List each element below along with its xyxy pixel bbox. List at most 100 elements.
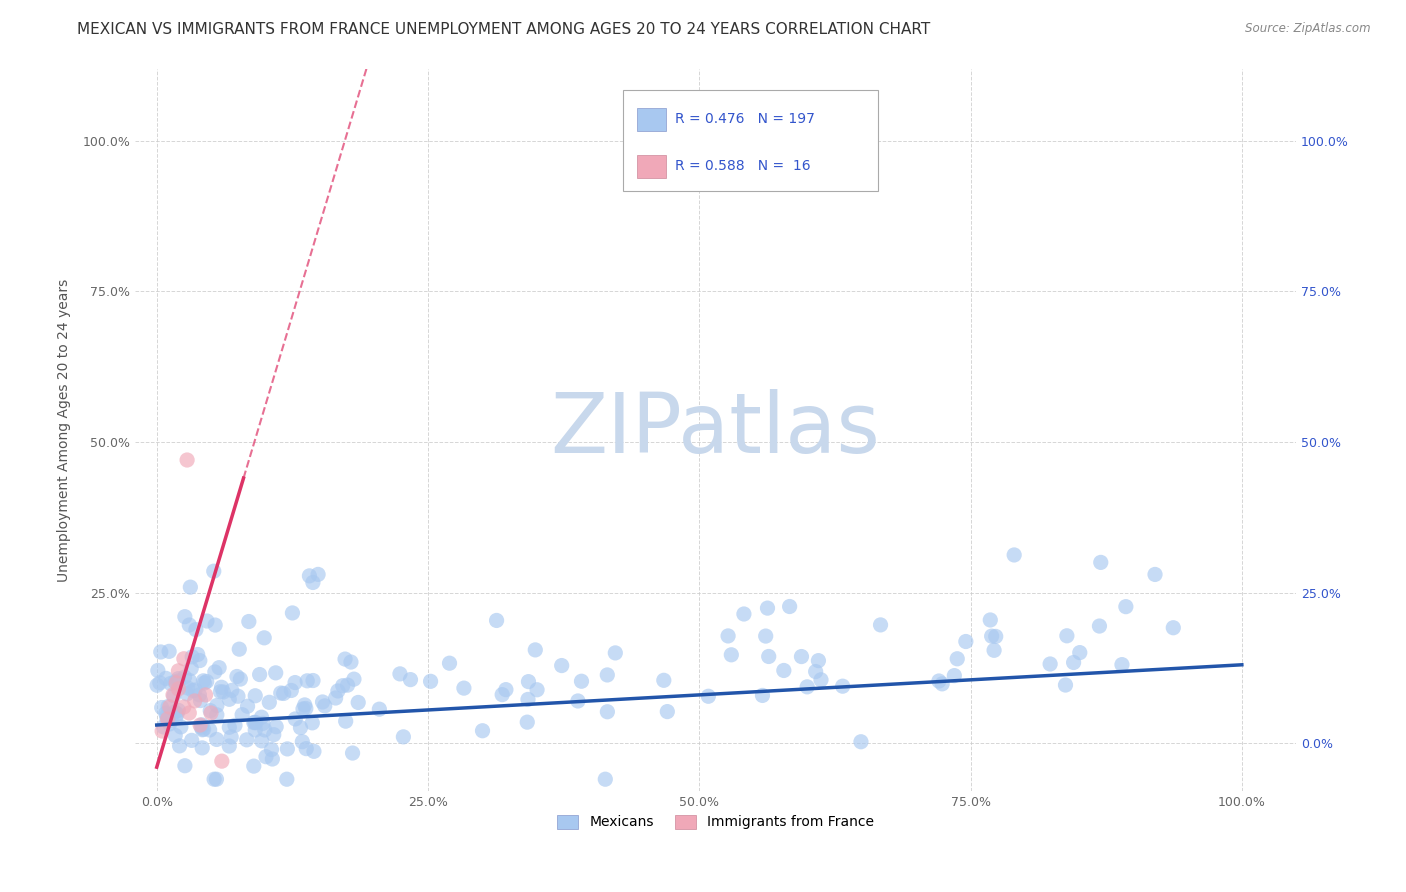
Point <box>167 673 190 688</box>
Point <box>156 712 179 726</box>
Point <box>517 692 540 706</box>
Point <box>188 718 211 732</box>
Point <box>173 670 195 684</box>
Point <box>245 723 267 737</box>
Point <box>188 688 211 702</box>
Point <box>983 643 1005 657</box>
Point <box>180 661 202 675</box>
Point <box>491 688 513 702</box>
Point <box>657 705 679 719</box>
Point <box>159 717 181 731</box>
Point <box>1063 656 1085 670</box>
Point <box>302 744 325 758</box>
Point <box>276 742 298 756</box>
Point <box>979 613 1001 627</box>
Point <box>236 699 259 714</box>
Point <box>191 740 214 755</box>
Point <box>264 720 287 734</box>
Legend: Mexicans, Immigrants from France: Mexicans, Immigrants from France <box>553 809 879 835</box>
Point <box>326 684 349 698</box>
Point <box>149 675 172 690</box>
Point <box>155 706 177 721</box>
Point <box>193 676 215 690</box>
Point <box>1056 629 1078 643</box>
Point <box>717 629 740 643</box>
Point <box>751 689 773 703</box>
Text: R = 0.588   N =  16: R = 0.588 N = 16 <box>675 159 810 173</box>
Point <box>194 688 217 702</box>
Bar <box>637 154 665 178</box>
Point <box>280 683 302 698</box>
Point <box>250 710 273 724</box>
Point <box>652 673 675 688</box>
Point <box>943 668 966 682</box>
Point <box>190 693 212 707</box>
Point <box>1115 599 1137 614</box>
Point <box>218 692 240 706</box>
Point <box>160 714 183 728</box>
Point <box>231 707 253 722</box>
Point <box>931 677 953 691</box>
Point <box>173 700 195 714</box>
Point <box>810 673 832 687</box>
Point <box>495 682 517 697</box>
Point <box>156 713 179 727</box>
Point <box>156 708 179 723</box>
Point <box>204 665 226 679</box>
Point <box>176 453 198 467</box>
Point <box>335 714 357 728</box>
Point <box>174 758 197 772</box>
Point <box>292 702 315 716</box>
Point <box>205 772 228 787</box>
Point <box>807 654 830 668</box>
Point <box>205 698 228 713</box>
Point <box>243 715 266 730</box>
Point <box>204 618 226 632</box>
Point <box>314 698 336 713</box>
Point <box>284 675 307 690</box>
Point <box>208 660 231 674</box>
Point <box>149 645 172 659</box>
Point <box>211 754 233 768</box>
Point <box>526 682 548 697</box>
Point <box>252 716 274 731</box>
Point <box>340 655 363 669</box>
Point <box>733 607 755 621</box>
Point <box>202 564 225 578</box>
Point <box>155 671 177 685</box>
Point <box>190 720 212 734</box>
Point <box>181 683 204 698</box>
Point <box>284 712 307 726</box>
Point <box>167 664 190 678</box>
Point <box>152 720 174 734</box>
Point <box>238 615 260 629</box>
Point <box>419 674 441 689</box>
Point <box>755 629 778 643</box>
Point <box>307 567 329 582</box>
Point <box>243 715 266 730</box>
Point <box>179 673 201 688</box>
Point <box>281 606 304 620</box>
Point <box>165 728 187 742</box>
Point <box>176 681 198 695</box>
Point <box>333 652 356 666</box>
Point <box>180 733 202 747</box>
Point <box>254 749 277 764</box>
Bar <box>637 108 665 130</box>
Point <box>596 668 619 682</box>
Point <box>388 666 411 681</box>
Point <box>169 739 191 753</box>
Point <box>170 720 193 734</box>
Point <box>453 681 475 695</box>
Point <box>260 742 283 756</box>
Point <box>758 649 780 664</box>
Point <box>218 720 240 734</box>
Point <box>157 644 180 658</box>
Point <box>218 739 240 753</box>
Point <box>200 706 222 720</box>
Point <box>212 685 235 699</box>
Point <box>332 679 354 693</box>
Point <box>176 687 198 701</box>
Point <box>211 680 233 694</box>
Point <box>596 705 619 719</box>
